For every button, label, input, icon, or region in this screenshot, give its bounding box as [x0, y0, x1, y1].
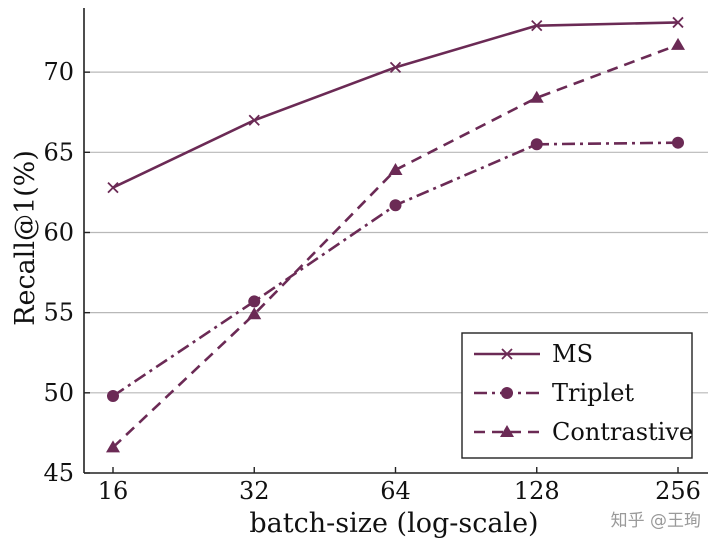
tick-layer: 45 50 55 60 65 70 16 32 64 128 256 [43, 58, 700, 505]
legend-label-triplet: Triplet [552, 379, 634, 407]
watermark-text: 知乎 @王珣 [611, 511, 701, 531]
data-point-contrastive [106, 440, 120, 453]
x-tick-label: 32 [239, 477, 270, 505]
y-axis-label: Recall@1(%) [10, 150, 41, 326]
legend-marker-triplet [501, 387, 513, 399]
data-point-contrastive [247, 307, 262, 320]
data-point-triplet [672, 136, 684, 149]
y-tick-label: 50 [43, 379, 74, 407]
data-point-ms [389, 61, 402, 73]
data-point-contrastive [671, 37, 685, 50]
data-point-ms [531, 20, 543, 32]
data-point-triplet [530, 138, 543, 151]
legend-marker-ms [501, 348, 513, 360]
data-point-ms [107, 181, 119, 194]
y-tick-label: 45 [43, 459, 74, 487]
data-point-ms [248, 114, 260, 126]
y-tick-label: 60 [43, 218, 74, 246]
x-tick-label: 128 [514, 477, 560, 505]
legend-marker-contrastive [500, 425, 514, 437]
data-point-ms [672, 16, 684, 29]
y-tick-label: 70 [43, 58, 74, 86]
series-line-ms [112, 21, 679, 189]
legend: MS Triplet Contrastive [461, 332, 693, 459]
legend-label-contrastive: Contrastive [552, 418, 693, 446]
y-tick-label: 65 [43, 138, 74, 166]
x-tick-label: 64 [380, 477, 411, 505]
data-point-contrastive [529, 90, 544, 103]
data-point-triplet [107, 390, 119, 403]
data-point-contrastive [388, 162, 403, 175]
data-point-triplet [248, 295, 261, 308]
legend-label-ms: MS [552, 340, 593, 368]
x-axis-label: batch-size (log-scale) [249, 508, 538, 539]
data-point-triplet [389, 199, 402, 212]
series-layer [106, 16, 685, 453]
legend-items: MS Triplet Contrastive [474, 340, 693, 446]
y-tick-label: 55 [43, 299, 74, 327]
x-tick-label: 16 [98, 477, 129, 505]
x-tick-label: 256 [655, 477, 701, 505]
